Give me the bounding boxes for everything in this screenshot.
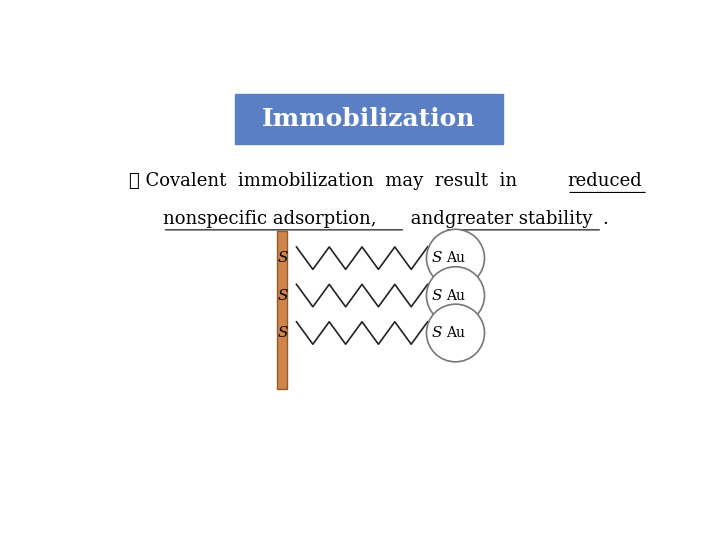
FancyBboxPatch shape [235, 94, 503, 144]
Text: S: S [278, 251, 288, 265]
Text: Au: Au [446, 251, 465, 265]
Text: nonspecific adsorption,: nonspecific adsorption, [163, 210, 376, 228]
Text: S: S [432, 251, 443, 265]
Text: Au: Au [446, 288, 465, 302]
Text: S: S [432, 326, 443, 340]
Bar [277, 231, 287, 389]
Text: reduced: reduced [567, 172, 642, 190]
Text: .: . [602, 210, 608, 228]
Ellipse shape [426, 304, 485, 362]
Text: and: and [405, 210, 451, 228]
Text: S: S [432, 288, 443, 302]
Text: Au: Au [446, 326, 465, 340]
Text: greater stability: greater stability [445, 210, 593, 228]
Text: S: S [278, 288, 288, 302]
Ellipse shape [426, 267, 485, 325]
Ellipse shape [426, 230, 485, 287]
Text: S: S [278, 326, 288, 340]
Text: Immobilization: Immobilization [262, 107, 476, 131]
Text: ✓ Covalent  immobilization  may  result  in: ✓ Covalent immobilization may result in [129, 172, 528, 190]
